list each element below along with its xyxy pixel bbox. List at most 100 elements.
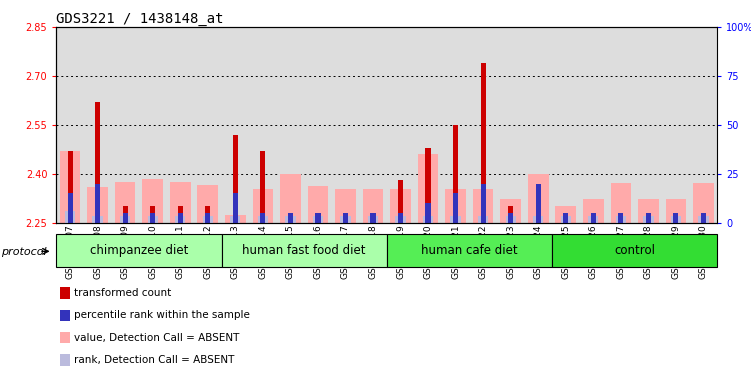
Bar	[451, 216, 461, 223]
Bar	[205, 207, 210, 223]
Text: chimpanzee diet: chimpanzee diet	[90, 244, 188, 257]
Bar	[147, 216, 158, 223]
Bar	[646, 213, 651, 223]
Bar	[505, 216, 516, 223]
Bar	[473, 189, 493, 223]
Bar	[453, 125, 458, 223]
Bar	[198, 185, 218, 223]
Bar	[478, 216, 488, 223]
Text: rank, Detection Call = ABSENT: rank, Detection Call = ABSENT	[74, 355, 234, 365]
Bar	[391, 189, 411, 223]
Bar	[280, 174, 300, 223]
Bar	[535, 184, 541, 223]
Bar	[315, 213, 321, 223]
Bar	[150, 207, 155, 223]
Bar	[701, 221, 706, 223]
Bar	[335, 189, 356, 223]
Bar	[343, 213, 348, 223]
Bar	[233, 135, 238, 223]
Bar	[315, 221, 321, 223]
Bar	[312, 216, 323, 223]
Bar	[611, 182, 631, 223]
Bar	[95, 184, 100, 223]
Bar	[68, 194, 73, 223]
Bar	[115, 182, 135, 223]
Bar	[500, 199, 521, 223]
Bar	[445, 189, 466, 223]
Bar	[418, 154, 439, 223]
Bar	[288, 213, 293, 223]
Bar	[285, 216, 296, 223]
Text: protocol: protocol	[2, 247, 47, 257]
Bar	[560, 216, 571, 223]
Bar	[563, 221, 569, 223]
Bar	[398, 213, 403, 223]
Bar	[638, 199, 659, 223]
Bar	[150, 213, 155, 223]
Bar	[205, 213, 210, 223]
Bar	[693, 182, 713, 223]
Text: transformed count: transformed count	[74, 288, 170, 298]
Text: human cafe diet: human cafe diet	[421, 244, 517, 257]
Bar	[368, 216, 379, 223]
Bar	[143, 179, 163, 223]
Bar	[122, 207, 128, 223]
Bar	[233, 194, 238, 223]
Bar	[671, 216, 681, 223]
Bar	[535, 207, 541, 223]
Bar	[533, 216, 544, 223]
Bar	[453, 194, 458, 223]
Bar	[423, 216, 433, 223]
Bar	[674, 213, 678, 223]
Bar	[618, 213, 623, 223]
Text: percentile rank within the sample: percentile rank within the sample	[74, 310, 249, 320]
Bar	[68, 151, 73, 223]
Bar	[92, 216, 103, 223]
Bar	[591, 213, 596, 223]
Bar	[387, 234, 552, 267]
Bar	[60, 151, 80, 223]
Bar	[170, 182, 191, 223]
Bar	[363, 189, 383, 223]
Bar	[665, 199, 686, 223]
Bar	[225, 215, 246, 223]
Bar	[616, 216, 626, 223]
Bar	[178, 207, 182, 223]
Text: human fast food diet: human fast food diet	[243, 244, 366, 257]
Bar	[87, 187, 108, 223]
Bar	[426, 148, 430, 223]
Bar	[395, 216, 406, 223]
Bar	[556, 206, 576, 223]
Bar	[222, 234, 387, 267]
Bar	[95, 102, 100, 223]
Bar	[643, 216, 653, 223]
Bar	[56, 234, 222, 267]
Text: value, Detection Call = ABSENT: value, Detection Call = ABSENT	[74, 333, 239, 343]
Bar	[701, 213, 706, 223]
Bar	[203, 216, 213, 223]
Bar	[552, 234, 717, 267]
Bar	[261, 213, 265, 223]
Bar	[588, 216, 599, 223]
Bar	[370, 213, 376, 223]
Bar	[308, 186, 328, 223]
Bar	[230, 216, 240, 223]
Bar	[120, 216, 131, 223]
Bar	[528, 174, 548, 223]
Bar	[252, 189, 273, 223]
Bar	[175, 216, 185, 223]
Bar	[508, 207, 513, 223]
Bar	[674, 221, 678, 223]
Bar	[122, 213, 128, 223]
Bar	[563, 213, 569, 223]
Bar	[481, 63, 486, 223]
Bar	[398, 180, 403, 223]
Text: control: control	[614, 244, 655, 257]
Bar	[591, 221, 596, 223]
Bar	[583, 199, 604, 223]
Bar	[481, 184, 486, 223]
Bar	[646, 221, 651, 223]
Bar	[340, 216, 351, 223]
Bar	[618, 221, 623, 223]
Bar	[508, 213, 513, 223]
